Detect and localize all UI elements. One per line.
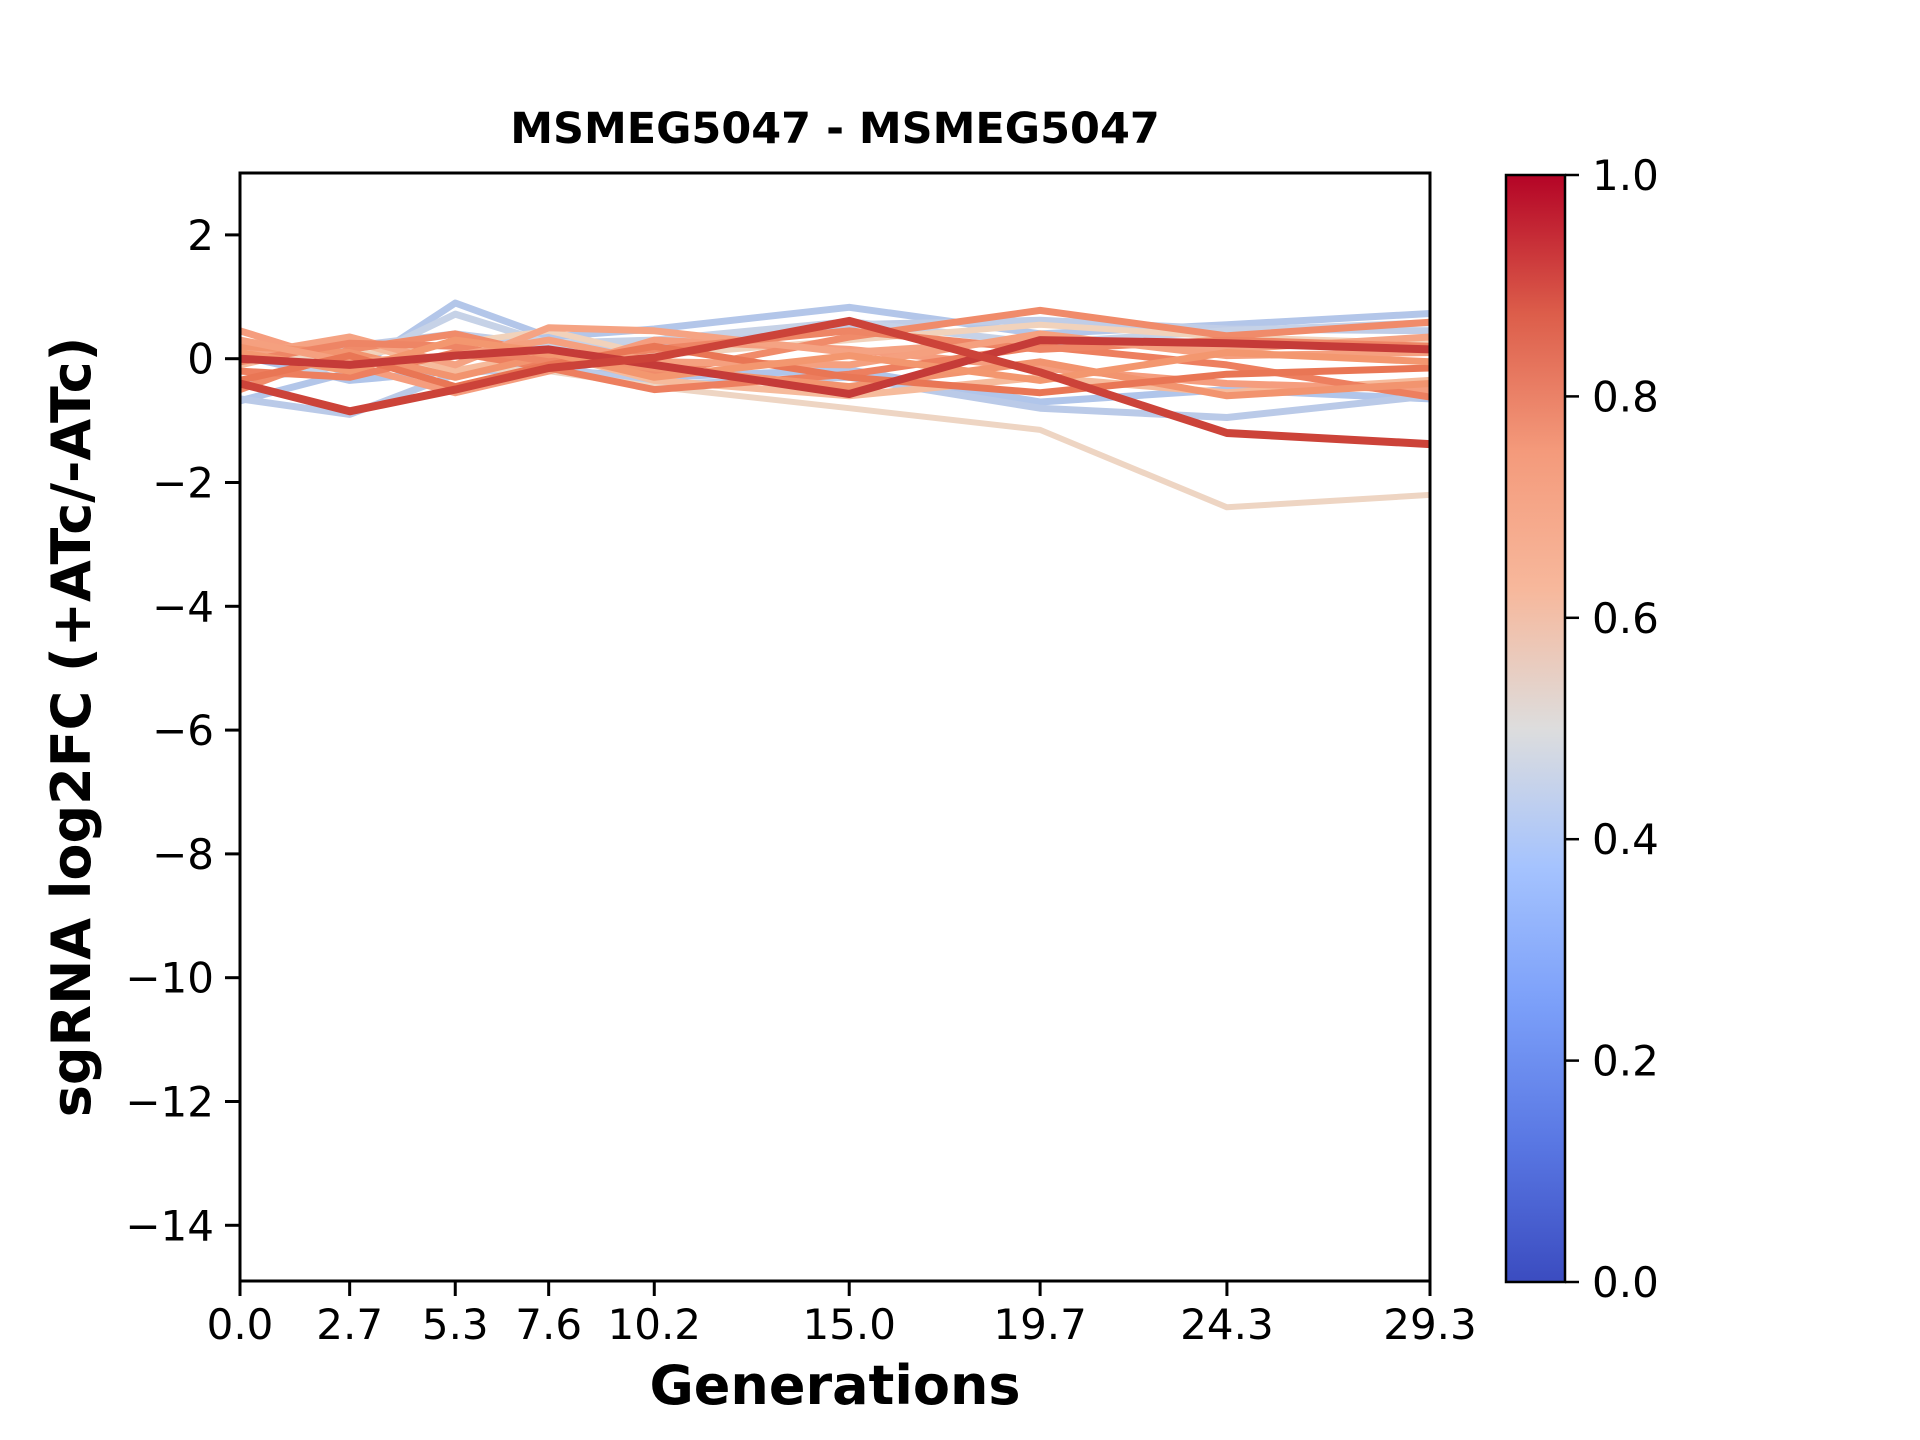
- colorbar-ticks: 1.0 0.8 0.6 0.4 0.2 0.0: [1565, 151, 1659, 1307]
- y-tick-label: −8: [152, 830, 214, 879]
- y-tick-label: −12: [125, 1077, 214, 1126]
- x-tick-label: 2.7: [316, 1300, 383, 1349]
- plot-border: [238, 171, 1432, 1283]
- colorbar: 1.0 0.8 0.6 0.4 0.2 0.0: [1504, 151, 1659, 1307]
- y-tick-label: −4: [152, 582, 214, 631]
- y-tick-label: 0: [187, 335, 214, 384]
- colorbar-gradient: [1506, 175, 1565, 1282]
- y-tick-label: −6: [152, 706, 214, 755]
- y-axis-label: sgRNA log2FC (+ATc/-ATc): [40, 337, 103, 1118]
- colorbar-tick-label: 0.4: [1592, 815, 1659, 864]
- x-axis: 0.0 2.7 5.3 7.6 10.2 15.0 19.7 24.3 29.3: [207, 1281, 1477, 1349]
- x-tick-label: 24.3: [1180, 1300, 1274, 1349]
- x-tick-label: 0.0: [207, 1300, 274, 1349]
- x-tick-label: 29.3: [1383, 1300, 1477, 1349]
- x-tick-label: 15.0: [802, 1300, 896, 1349]
- x-axis-label: Generations: [649, 1354, 1020, 1417]
- y-tick-label: −10: [125, 954, 214, 1003]
- series-line-18: [240, 336, 1430, 398]
- y-tick-label: 2: [187, 211, 214, 260]
- colorbar-tick-label: 0.0: [1592, 1258, 1659, 1307]
- plot-title: MSMEG5047 - MSMEG5047: [510, 104, 1160, 154]
- colorbar-border: [1504, 173, 1567, 1284]
- colorbar-tick-label: 1.0: [1592, 151, 1659, 200]
- series-line-19: [240, 316, 1430, 449]
- x-tick-label: 19.7: [993, 1300, 1087, 1349]
- series-line-16: [240, 342, 1430, 397]
- x-tick-label: 7.6: [515, 1300, 582, 1349]
- y-tick-label: −2: [152, 458, 214, 507]
- colorbar-tick-label: 0.2: [1592, 1037, 1659, 1086]
- x-tick-label: 5.3: [422, 1300, 489, 1349]
- colorbar-tick-label: 0.8: [1592, 372, 1659, 421]
- x-tick-label: 10.2: [608, 1300, 702, 1349]
- series-lines-layer: [240, 299, 1430, 511]
- y-tick-label: −14: [125, 1201, 214, 1250]
- colorbar-tick-label: 0.6: [1592, 594, 1659, 643]
- y-axis: 2 0 −2 −4 −6 −8 −10 −12 −14: [125, 211, 240, 1250]
